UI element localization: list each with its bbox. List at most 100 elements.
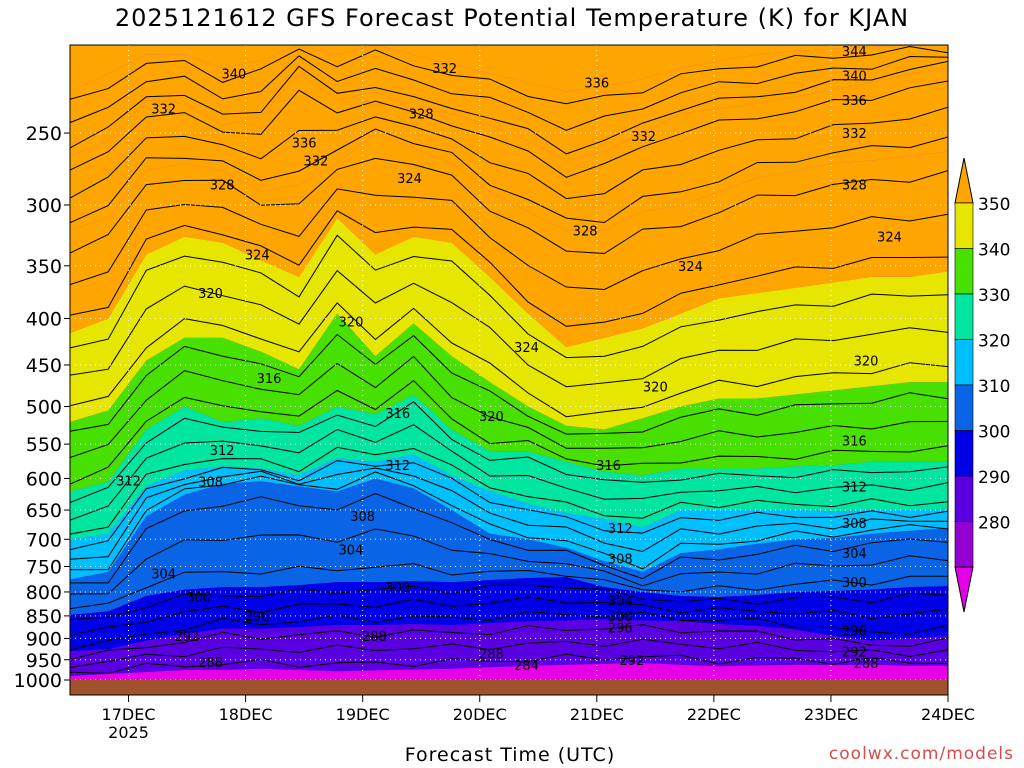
contour-label: 312: [210, 444, 235, 459]
y-tick-label: 250: [26, 123, 62, 145]
contour-label: 304: [608, 595, 633, 610]
contour-label: 328: [409, 108, 434, 123]
contour-line: [70, 210, 948, 327]
contour-line: [70, 234, 948, 359]
contour-label: 320: [479, 410, 504, 425]
terrain-strip: [70, 680, 948, 695]
contour-line: [70, 596, 948, 636]
contour-label: 292: [842, 645, 867, 660]
colorbar-label: 310: [978, 377, 1010, 397]
contour-label: 320: [854, 355, 879, 370]
contour-label: 316: [257, 372, 282, 387]
y-tick-label: 1000: [14, 670, 62, 692]
band-340: [70, 313, 948, 492]
band-330: [70, 394, 948, 540]
y-tick-label: 700: [26, 529, 62, 551]
contour-label: 308: [350, 510, 375, 525]
band-320: [70, 454, 948, 580]
y-axis: 2503003504004505005506006507007508008509…: [14, 123, 70, 692]
contour-label: 304: [842, 547, 867, 562]
contour-label: 308: [842, 517, 867, 532]
contour-line: [70, 355, 948, 458]
band-390: [70, 45, 948, 92]
contour-label: 292: [175, 630, 200, 645]
y-tick-label: 300: [26, 195, 62, 217]
colorbar-bottom-arrow: [954, 566, 974, 613]
colorbar-segment: [954, 202, 974, 249]
y-tick-label: 350: [26, 256, 62, 278]
colorbar-segment: [954, 248, 974, 295]
colorbar-label: 280: [978, 514, 1010, 534]
contour-label: 296: [245, 610, 270, 625]
x-tick-label: 22DEC: [687, 705, 741, 724]
contour-line: [70, 379, 948, 485]
contour-label: 332: [631, 130, 656, 145]
contour-label: 332: [842, 127, 867, 142]
contour-label: 312: [842, 480, 867, 495]
colorbar-label: 290: [978, 468, 1010, 488]
colorbar-label: 350: [978, 195, 1010, 215]
contour-label: 300: [842, 576, 867, 591]
contour-label: 288: [479, 647, 504, 662]
contour-line: [70, 460, 948, 551]
contour-line: [70, 446, 948, 535]
colorbar-segment: [954, 339, 974, 386]
contour-line: [70, 584, 948, 620]
colorbar-segment: [954, 430, 974, 477]
contour-label: 308: [198, 476, 223, 491]
y-tick-label: 650: [26, 500, 62, 522]
colorbar-segment: [954, 293, 974, 340]
contour-line: [70, 610, 948, 651]
colorbar-label: 300: [978, 423, 1010, 443]
colorbar-segment: [954, 521, 974, 568]
contour-label: 316: [596, 459, 621, 474]
contour-label: 284: [514, 659, 539, 674]
band-370: [70, 68, 948, 231]
x-tick-label: 21DEC: [570, 705, 624, 724]
contour-label: 312: [385, 459, 410, 474]
contour-label: 308: [608, 553, 633, 568]
contour-label: 324: [245, 248, 270, 263]
contour-label: 340: [221, 68, 246, 83]
contour-fills: [70, 45, 948, 680]
contour-label: 312: [116, 474, 141, 489]
contour-label: 312: [608, 522, 633, 537]
contour-label: 336: [292, 136, 317, 151]
contour-label: 316: [385, 407, 410, 422]
contour-line: [70, 424, 948, 521]
contour-label: 340: [842, 69, 867, 84]
colorbar-segment: [954, 475, 974, 522]
band-360: [70, 133, 948, 347]
y-tick-label: 550: [26, 434, 62, 456]
contour-label: 324: [678, 260, 703, 275]
contour-label: 336: [842, 94, 867, 109]
contour-line: [70, 80, 948, 178]
colorbar: 350 340 330 320 310 300 290 280: [954, 157, 1010, 613]
contour-line: [70, 624, 948, 660]
band-300: [70, 576, 948, 652]
contour-line: [70, 302, 948, 418]
contour-label: 288: [362, 630, 387, 645]
contour-label: 296: [842, 624, 867, 639]
gridlines: [70, 45, 948, 681]
contour-line: [70, 333, 948, 435]
y-tick-label: 950: [26, 650, 62, 672]
colorbar-top-arrow: [954, 157, 974, 204]
x-tick-label: 17DEC: [102, 705, 156, 724]
x-tick-label: 24DEC: [921, 705, 975, 724]
x-tick-label: 20DEC: [453, 705, 507, 724]
plot-frame: [69, 44, 949, 696]
contour-line: [70, 471, 948, 571]
x-axis: 17DEC 18DEC 19DEC 20DEC 21DEC 22DEC 23DEC 24DEC…: [102, 695, 975, 742]
contour-line: [70, 401, 948, 503]
contour-label: 316: [842, 435, 867, 450]
contour-label: 292: [620, 654, 645, 669]
y-tick-label: 800: [26, 582, 62, 604]
contour-label: 288: [854, 657, 879, 672]
contour-line: [70, 653, 948, 674]
colorbar-label: 320: [978, 332, 1010, 352]
contour-line: [70, 528, 948, 595]
x-axis-label: Forecast Time (UTC): [404, 744, 616, 766]
contour-label: 332: [303, 154, 328, 169]
